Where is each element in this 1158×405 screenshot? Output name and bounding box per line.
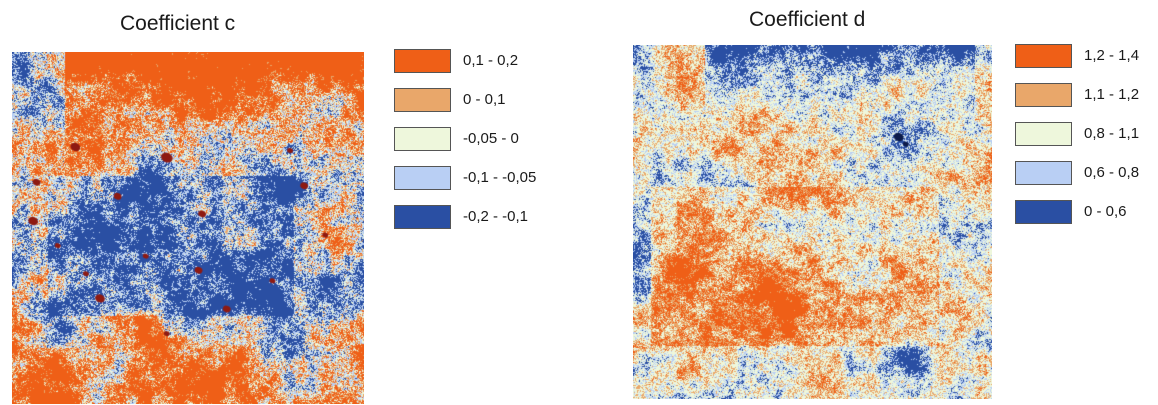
legend-swatch: [394, 205, 451, 229]
legend-swatch: [394, 49, 451, 73]
legend-label: -0,05 - 0: [463, 130, 519, 147]
legend-label: 0,1 - 0,2: [463, 52, 519, 69]
coefficient-c-map: [12, 52, 364, 404]
legend-label: -0,2 - -0,1: [463, 208, 529, 225]
legend-swatch: [1015, 200, 1072, 224]
legend-swatch: [1015, 44, 1072, 68]
panel-d-title: Coefficient d: [749, 8, 866, 31]
legend-label: 0 - 0,6: [1084, 203, 1127, 220]
legend-swatch: [394, 166, 451, 190]
legend-label: -0,1 - -0,05: [463, 169, 537, 186]
legend-label: 0 - 0,1: [463, 91, 506, 108]
coefficient-d-map: [633, 45, 992, 399]
legend-label: 1,1 - 1,2: [1084, 86, 1140, 103]
legend-swatch: [1015, 161, 1072, 185]
legend-swatch: [1015, 122, 1072, 146]
legend-label: 0,8 - 1,1: [1084, 125, 1140, 142]
legend-swatch: [394, 88, 451, 112]
legend-swatch: [394, 127, 451, 151]
legend-label: 1,2 - 1,4: [1084, 47, 1140, 64]
legend-swatch: [1015, 83, 1072, 107]
legend-label: 0,6 - 0,8: [1084, 164, 1140, 181]
panel-c-title: Coefficient c: [120, 12, 236, 35]
